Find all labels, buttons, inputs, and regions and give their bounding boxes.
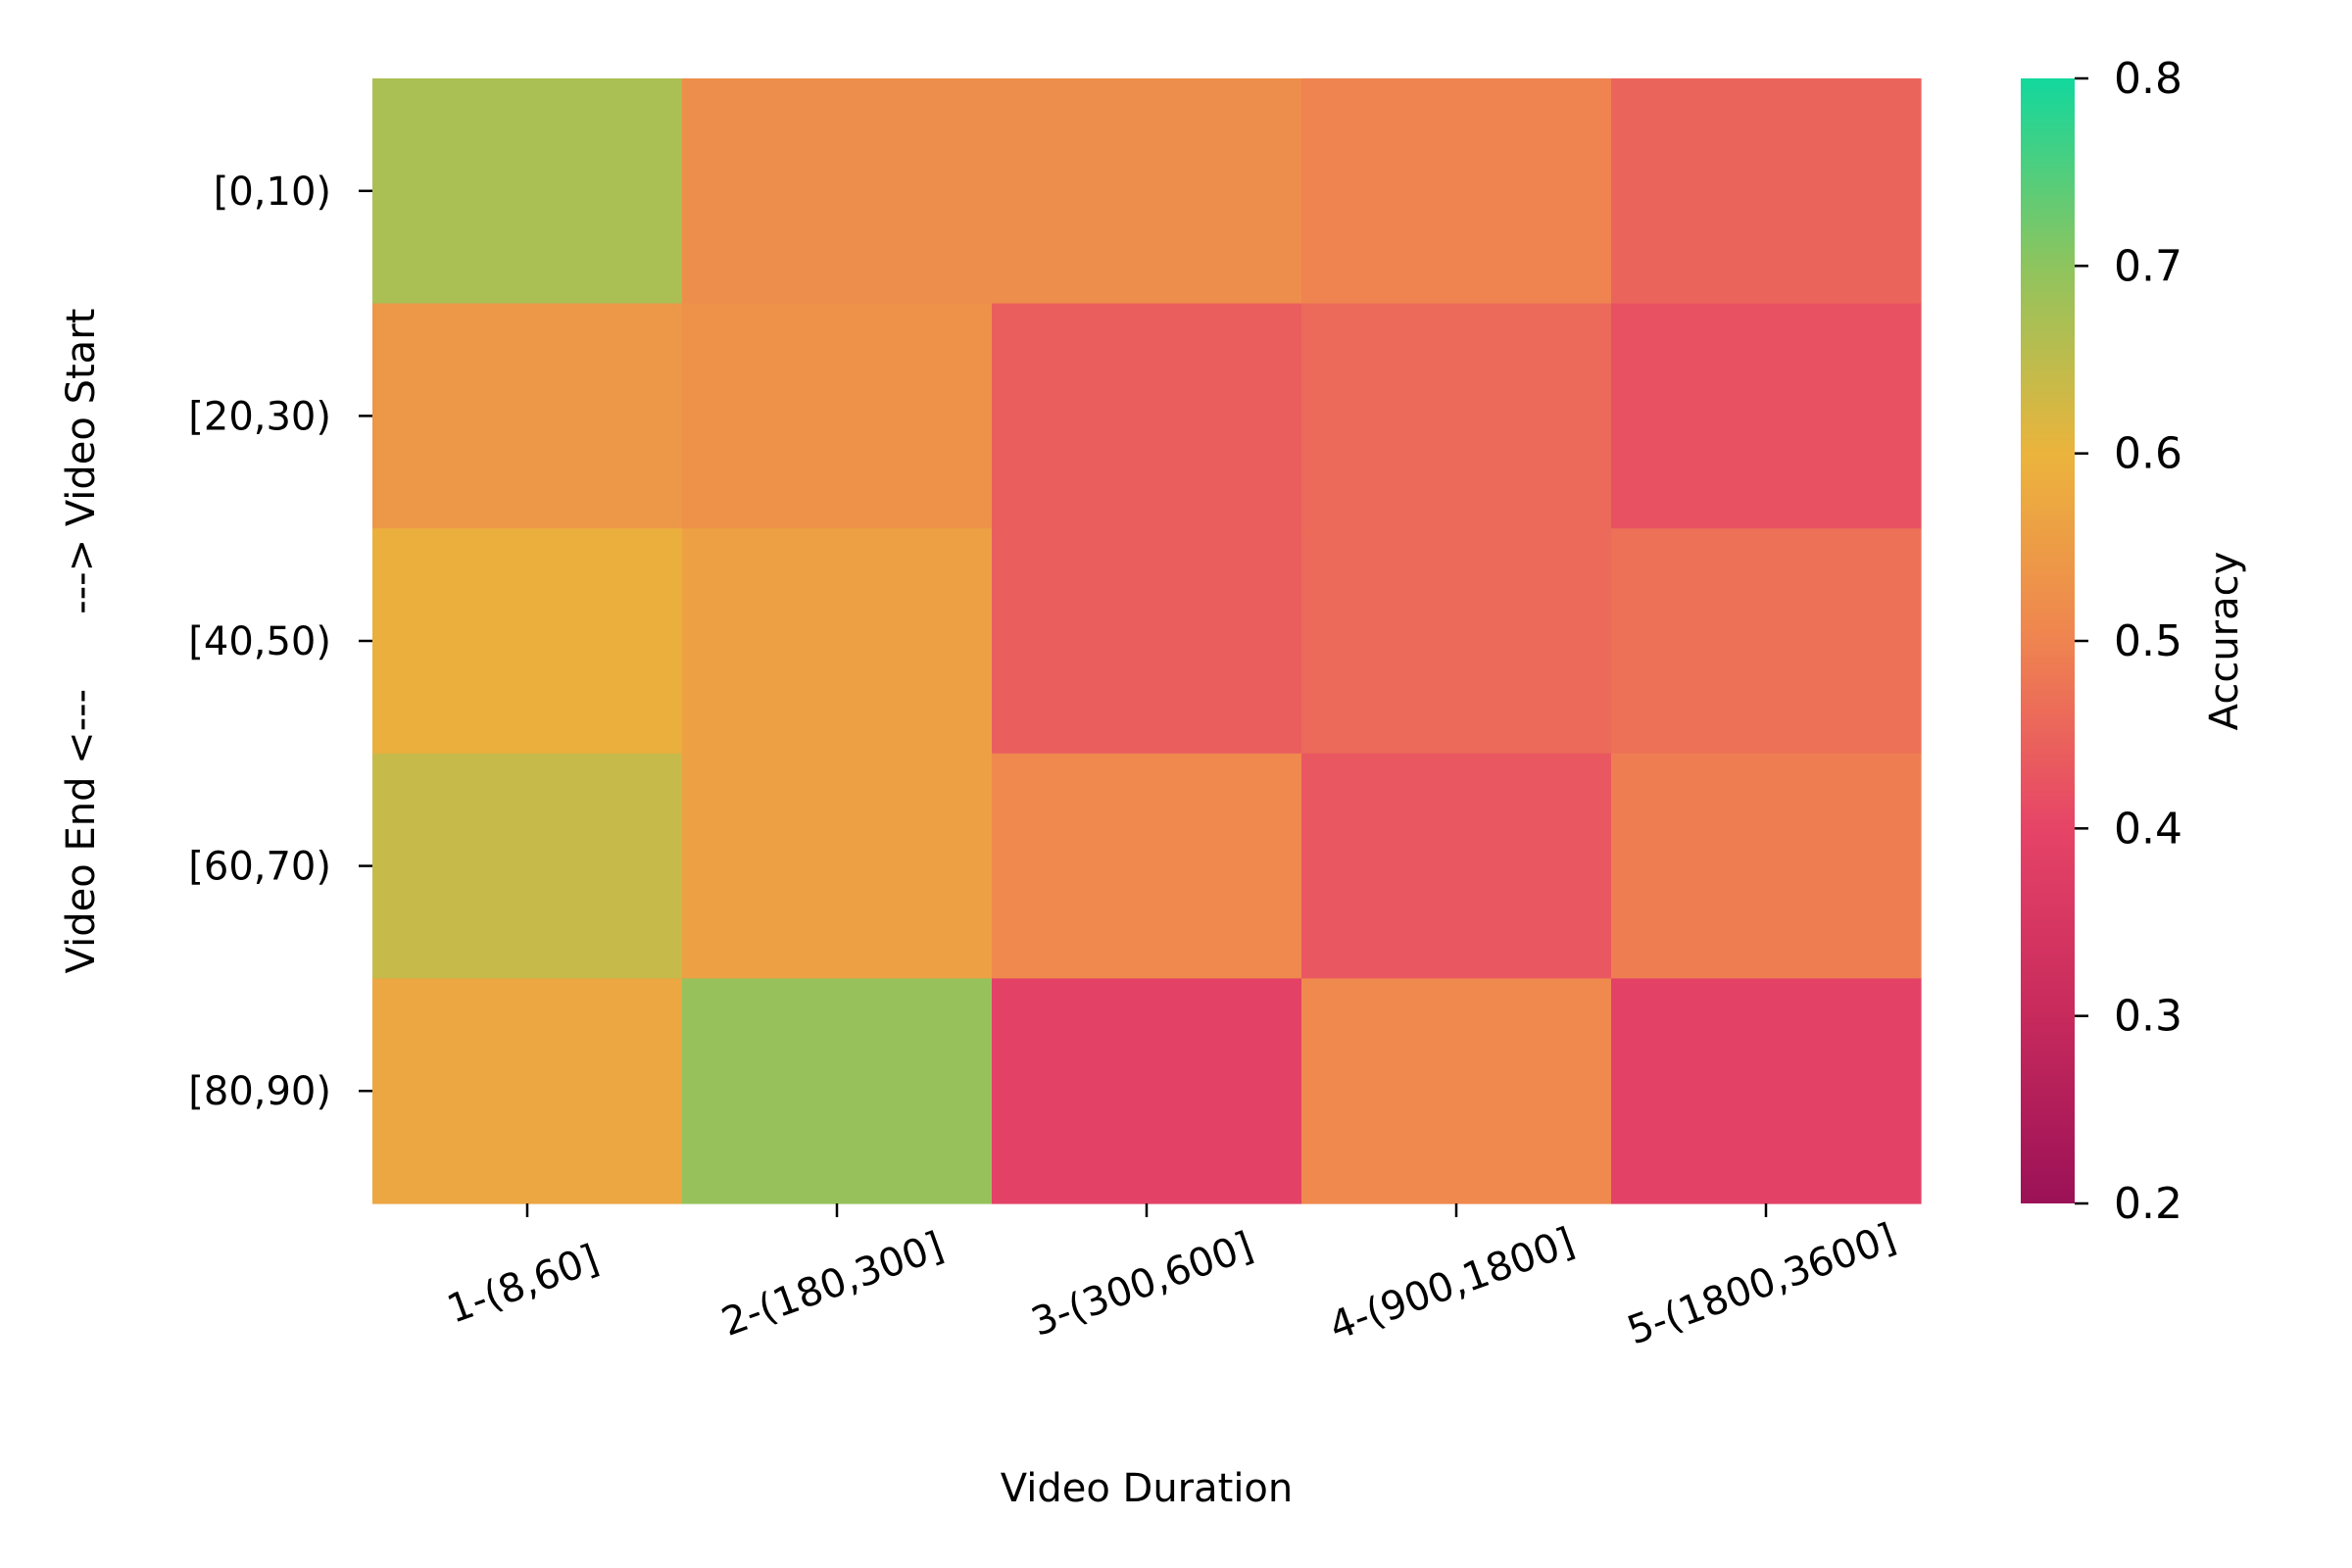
colorbar-tick-label: 0.5: [2114, 616, 2182, 666]
heatmap-cell: [372, 303, 683, 529]
heatmap-cell: [992, 753, 1302, 979]
colorbar-tick-label: 0.7: [2114, 241, 2182, 291]
colorbar-tick-label: 0.2: [2114, 1179, 2182, 1229]
y-axis: [0,10) [20,30) [40,50) [60,70) [80,90): [188, 170, 372, 1114]
x-tick-label: 5-(1800,3600]: [1622, 1215, 1902, 1354]
colorbar-tick-label: 0.4: [2114, 804, 2182, 854]
heatmap-cell: [992, 978, 1302, 1204]
x-tick-label: 3-(300,600]: [1026, 1224, 1259, 1346]
x-axis: 1-(8,60] 2-(180,300] 3-(300,600] 4-(900,180…: [441, 1203, 1901, 1354]
colorbar-tick-label: 0.3: [2114, 992, 2182, 1042]
y-tick-label: [20,30): [188, 394, 331, 439]
x-tick-label: 4-(900,1800]: [1324, 1219, 1581, 1349]
y-tick-label: [80,90): [188, 1069, 331, 1114]
heatmap-cell: [682, 753, 993, 979]
heatmap-cell: [992, 78, 1302, 305]
heatmap-cell: [1611, 303, 1922, 529]
heatmap-cell: [372, 528, 683, 755]
heatmap-cell: [1611, 978, 1922, 1204]
x-tick-label: 2-(180,300]: [716, 1224, 950, 1346]
colorbar-gradient: [2021, 78, 2075, 1203]
heatmap-cell: [992, 303, 1302, 529]
y-tick-label: [0,10): [214, 170, 331, 215]
heatmap-cell: [1611, 753, 1922, 979]
heatmap-cell: [372, 78, 683, 305]
colorbar-label: Accuracy: [2202, 552, 2247, 731]
colorbar-tick-label: 0.8: [2114, 54, 2182, 104]
heatmap-cell: [1301, 753, 1612, 979]
heatmap-cell: [682, 978, 993, 1204]
y-tick-label: [40,50): [188, 619, 331, 664]
colorbar: 0.2 0.3 0.4 0.5 0.6 0.7 0.8: [2021, 54, 2182, 1229]
heatmap-cell: [372, 753, 683, 979]
heatmap-cell: [682, 528, 993, 755]
heatmap-cell: [1301, 528, 1612, 755]
y-axis-label: Video End <--- ---> Video Start: [59, 309, 104, 974]
x-tick-label: 1-(8,60]: [441, 1237, 604, 1333]
heatmap-cell: [1301, 978, 1612, 1204]
heatmap-cell: [682, 78, 993, 305]
heatmap-cell: [1611, 528, 1922, 755]
y-tick-label: [60,70): [188, 845, 331, 890]
x-axis-label: Video Duration: [1001, 1466, 1294, 1511]
heatmap-cell: [992, 528, 1302, 755]
heatmap-cell: [1301, 303, 1612, 529]
heatmap-cell: [1611, 78, 1922, 305]
heatmap-cell: [682, 303, 993, 529]
heatmap-cell: [1301, 78, 1612, 305]
colorbar-tick-label: 0.6: [2114, 429, 2182, 479]
heatmap-cell: [372, 978, 683, 1204]
heatmap-cells: [372, 78, 1922, 1204]
